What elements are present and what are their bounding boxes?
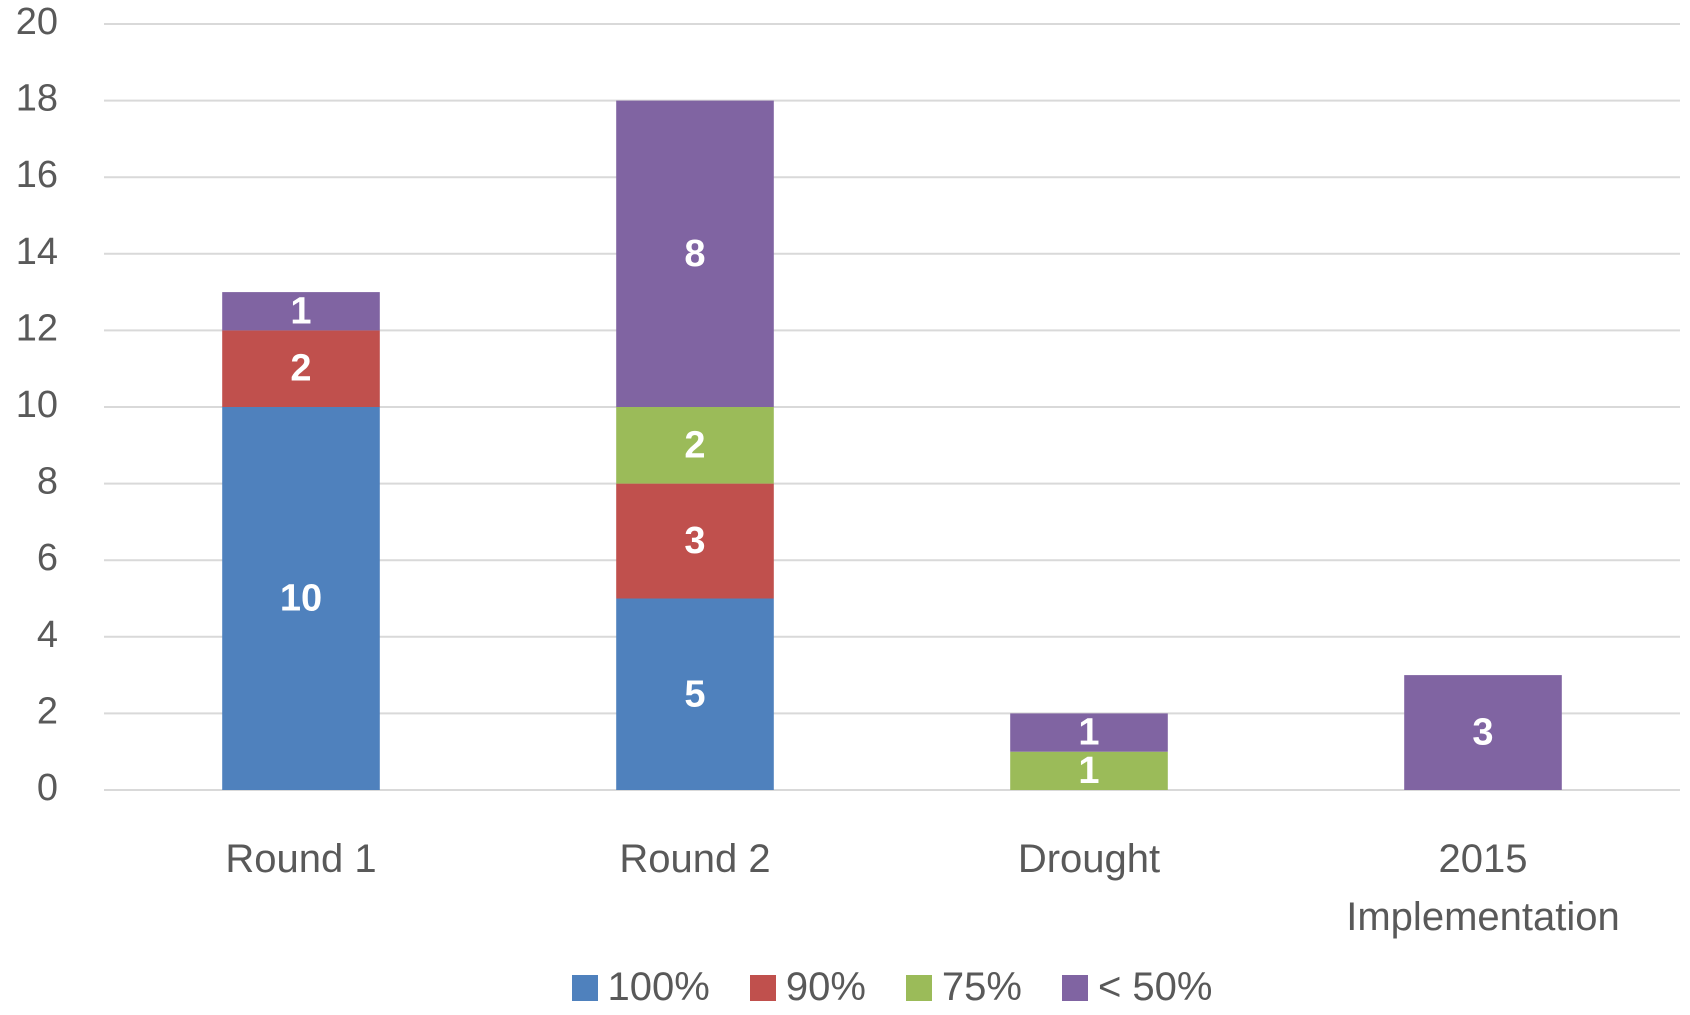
- bar-segment: [222, 407, 380, 790]
- legend-item: < 50%: [1061, 965, 1213, 1010]
- x-tick-label: Round 2: [619, 837, 771, 881]
- bar-segment: [1010, 713, 1168, 752]
- data-label: 3: [1472, 712, 1493, 754]
- legend-swatch: [749, 974, 776, 1001]
- legend-item: 75%: [905, 965, 1022, 1010]
- y-tick-label: 16: [16, 154, 58, 196]
- x-tick-label: Round 1: [225, 837, 377, 881]
- y-tick-label: 14: [16, 231, 58, 273]
- bar-segment: [616, 100, 774, 407]
- data-label: 3: [684, 520, 705, 562]
- data-label: 8: [684, 233, 705, 275]
- y-tick-label: 18: [16, 78, 58, 120]
- data-label: 2: [684, 424, 705, 466]
- legend-item: 100%: [571, 965, 710, 1010]
- data-label: 2: [290, 348, 311, 390]
- y-tick-label: 0: [37, 767, 58, 809]
- data-label: 5: [684, 673, 705, 715]
- bar-segment: [616, 407, 774, 484]
- y-tick-label: 12: [16, 307, 58, 349]
- y-tick-label: 4: [37, 614, 58, 656]
- bar-segment: [222, 330, 380, 407]
- legend: 100% 90% 75% < 50%: [104, 965, 1680, 1010]
- legend-swatch: [1061, 974, 1088, 1001]
- bar-segment: [222, 292, 380, 331]
- bar-segment: [1010, 751, 1168, 790]
- legend-swatch: [905, 974, 932, 1001]
- data-label: 1: [1078, 750, 1099, 792]
- data-label: 1: [1078, 712, 1099, 754]
- bar-segment: [616, 483, 774, 599]
- legend-swatch: [571, 974, 598, 1001]
- bar-segment: [616, 598, 774, 790]
- y-tick-label: 2: [37, 690, 58, 732]
- legend-label: 75%: [941, 965, 1022, 1009]
- x-tick-label: Drought: [1017, 837, 1161, 881]
- x-tick-label: 2015 Implementation: [1346, 837, 1620, 939]
- y-tick-label: 20: [16, 1, 58, 43]
- y-tick-label: 8: [37, 461, 58, 503]
- y-tick-label: 10: [16, 384, 58, 426]
- data-label: 10: [280, 578, 322, 620]
- legend-label: 90%: [785, 965, 866, 1009]
- y-tick-label: 6: [37, 537, 58, 579]
- legend-item: 90%: [749, 965, 866, 1010]
- legend-label: < 50%: [1097, 965, 1213, 1009]
- bar-segment: [1404, 675, 1562, 790]
- data-label: 1: [290, 290, 311, 332]
- legend-label: 100%: [607, 965, 710, 1009]
